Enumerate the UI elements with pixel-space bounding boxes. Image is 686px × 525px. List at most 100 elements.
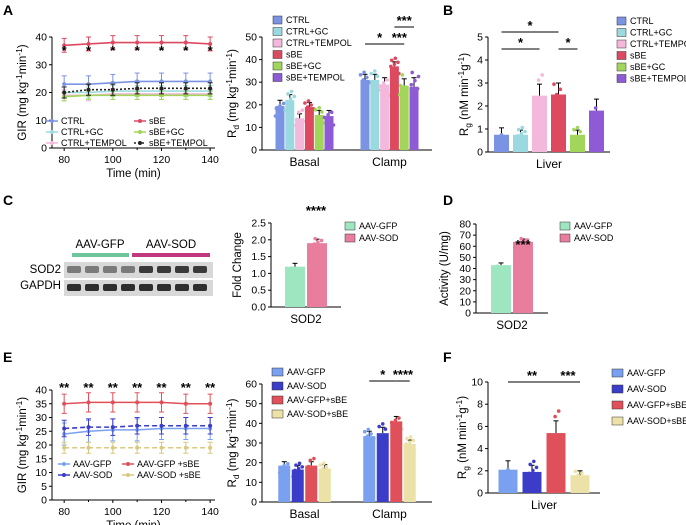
- legend-marker: [138, 130, 142, 134]
- data-point: [498, 266, 502, 270]
- data-point: [305, 105, 310, 109]
- series-marker: [183, 40, 188, 45]
- data-point: [375, 74, 380, 78]
- data-point: [519, 131, 524, 136]
- data-point: [322, 461, 326, 466]
- data-point: [320, 110, 324, 114]
- blot-band-gapdh: [175, 284, 189, 291]
- series-marker: [208, 401, 213, 406]
- y-axis-label-mid: min: [17, 56, 29, 75]
- category-label: SOD2: [496, 320, 527, 332]
- blot-band-sod2: [175, 266, 189, 273]
- series-marker: [135, 423, 140, 428]
- data-point: [365, 75, 369, 80]
- y-tick-label: 8: [477, 399, 483, 411]
- data-point: [309, 468, 314, 472]
- data-point: [404, 442, 408, 446]
- series-marker: [135, 445, 140, 450]
- data-point: [376, 88, 381, 92]
- y-axis-label-sub: d: [231, 125, 241, 130]
- y-tick-label: 20: [245, 99, 257, 111]
- bar: [291, 469, 304, 502]
- data-point: [294, 123, 298, 128]
- blot-label-sod: AAV-SOD: [146, 239, 196, 251]
- data-point: [528, 462, 532, 467]
- data-point: [312, 456, 316, 461]
- x-tick-label: 140: [201, 154, 219, 166]
- y-axis-label-mid: min: [17, 408, 29, 427]
- data-point: [313, 236, 318, 241]
- data-point: [385, 78, 390, 82]
- bar: [275, 105, 285, 150]
- legend-label: sBE+TEMPOL: [149, 138, 208, 148]
- bar: [532, 95, 547, 152]
- y-axis-label-sup: -1: [14, 427, 24, 435]
- legend-label: AAV-SOD: [359, 233, 399, 243]
- data-point: [316, 240, 320, 245]
- y-tick-label: 0: [251, 145, 257, 157]
- data-point: [412, 91, 416, 95]
- y-axis-label: Activity (U/mg): [439, 231, 451, 306]
- data-point: [305, 470, 310, 474]
- data-point: [326, 113, 330, 117]
- legend-swatch: [616, 62, 627, 72]
- series-marker: [62, 445, 67, 450]
- y-axis-label-end: ): [227, 398, 239, 402]
- significance-marker: *: [377, 30, 383, 45]
- blot-row-sod2: SOD2: [30, 264, 61, 276]
- legend-swatch: [616, 39, 627, 49]
- data-point: [561, 97, 565, 102]
- bar: [513, 134, 528, 152]
- data-point: [381, 81, 386, 85]
- legend-swatch: [611, 416, 624, 426]
- legend-marker: [138, 141, 142, 145]
- blot-band-gapdh: [193, 284, 207, 291]
- bar: [570, 475, 590, 493]
- data-point: [313, 466, 317, 471]
- data-point: [411, 438, 416, 443]
- series-marker: [62, 82, 67, 87]
- series-marker: [208, 41, 213, 46]
- data-point: [537, 106, 542, 111]
- significance-marker: ****: [393, 367, 414, 382]
- legend-marker: [126, 462, 130, 466]
- data-point: [358, 73, 363, 77]
- data-point: [273, 114, 278, 118]
- legend-swatch: [272, 15, 283, 25]
- legend-label: AAV-SOD +sBE: [137, 470, 201, 480]
- series-marker: [62, 43, 67, 48]
- data-point: [396, 422, 400, 427]
- data-point: [378, 84, 382, 88]
- legend-label: AAV-SOD: [574, 233, 614, 243]
- data-point: [389, 420, 394, 425]
- data-point: [405, 436, 409, 441]
- y-tick-label: 2.5: [251, 218, 266, 230]
- y-tick-label: 15: [35, 453, 47, 465]
- data-point: [532, 459, 536, 464]
- data-point: [283, 108, 288, 113]
- significance-marker: **: [83, 380, 94, 395]
- significance-marker: *: [565, 35, 571, 50]
- y-tick-label: 0: [41, 143, 47, 155]
- data-point: [541, 101, 545, 106]
- bar: [551, 94, 566, 152]
- y-axis-label-mid: g: [457, 407, 469, 413]
- bar: [307, 243, 327, 307]
- data-point: [303, 101, 307, 105]
- data-point: [413, 78, 417, 83]
- data-point: [319, 238, 324, 243]
- data-point: [502, 471, 507, 476]
- data-point: [308, 109, 313, 113]
- y-axis-label: Fold Change: [232, 232, 244, 298]
- significance-marker: **: [132, 380, 143, 395]
- legend-swatch: [271, 409, 284, 419]
- significance-marker: **: [181, 380, 192, 395]
- data-point: [369, 71, 374, 76]
- data-point: [496, 136, 500, 140]
- y-tick-label: 2.0: [251, 234, 266, 246]
- series-marker: [159, 400, 164, 405]
- data-point: [324, 464, 329, 469]
- y-axis-label-rest: (mg kg: [227, 436, 239, 474]
- panel-label-c: C: [3, 192, 13, 208]
